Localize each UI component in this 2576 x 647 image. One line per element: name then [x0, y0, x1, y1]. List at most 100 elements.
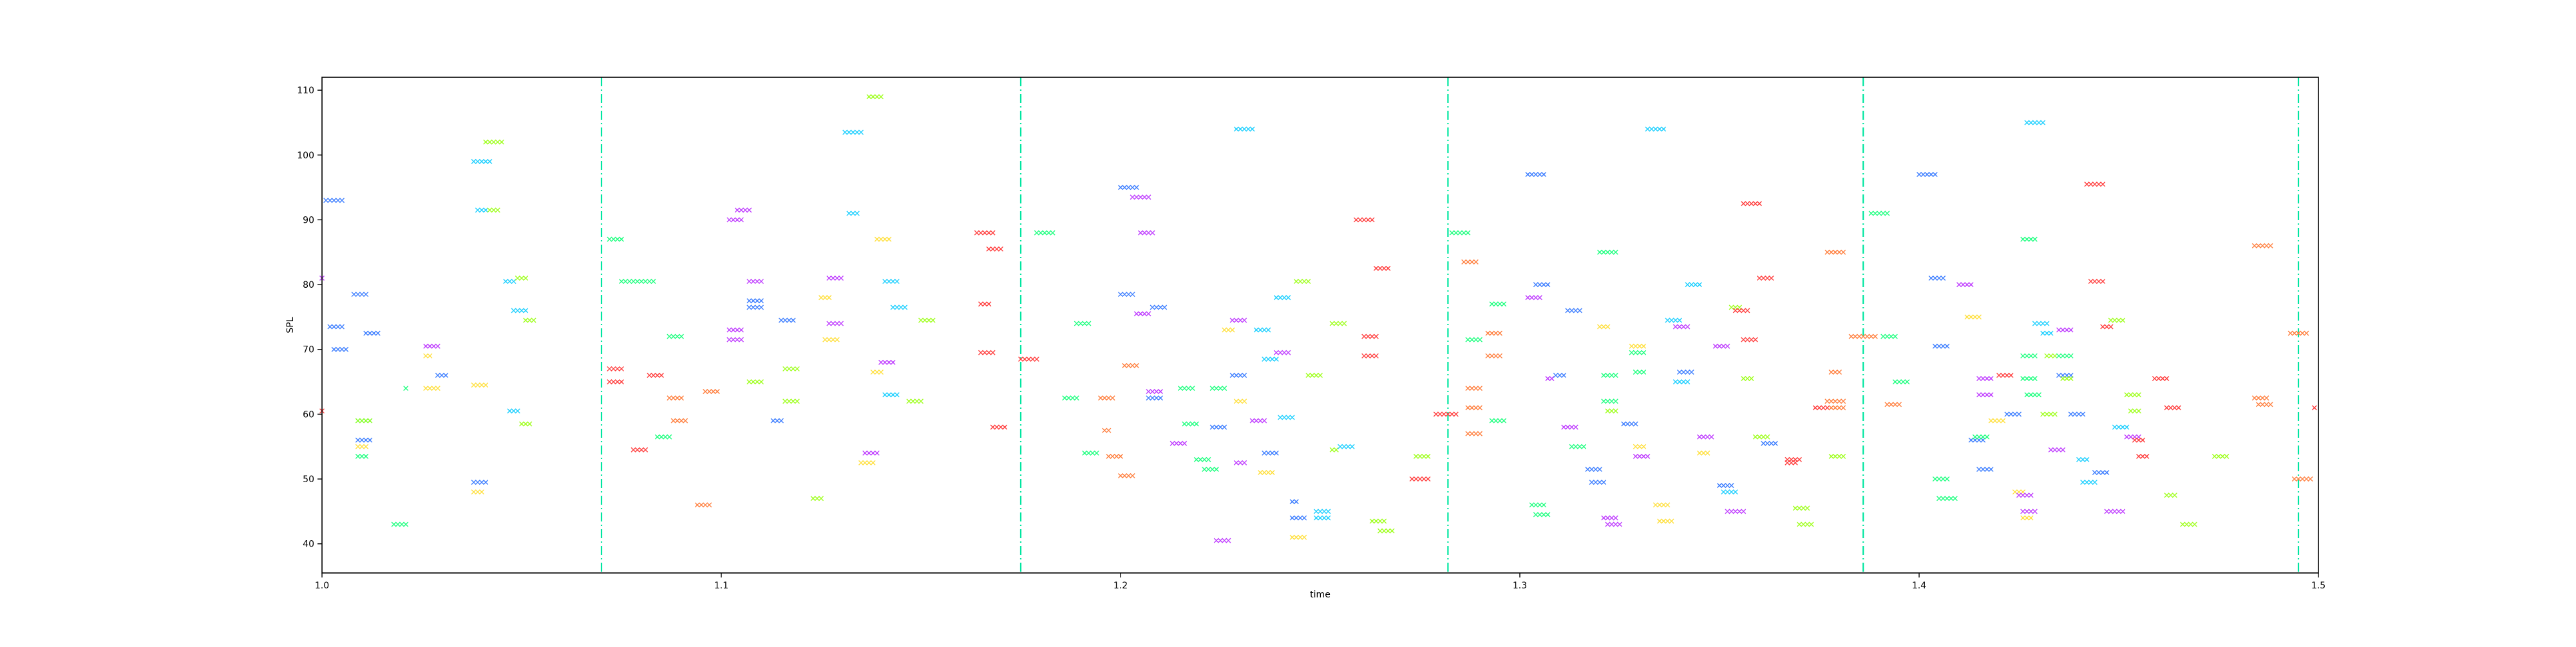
data-point	[2024, 376, 2030, 382]
data-point	[491, 207, 497, 213]
data-point	[2132, 392, 2137, 398]
data-point	[1293, 515, 1299, 521]
data-point	[886, 359, 892, 365]
data-point	[483, 139, 489, 145]
data-point	[1222, 327, 1227, 333]
data-point	[1801, 505, 1806, 511]
data-point	[1222, 538, 1227, 543]
data-point	[639, 447, 644, 453]
data-point	[323, 198, 329, 203]
data-point	[2092, 469, 2098, 475]
data-point	[1233, 373, 1239, 379]
data-point	[1553, 373, 1558, 379]
data-point	[1381, 265, 1387, 271]
data-point	[1086, 450, 1092, 456]
data-point	[838, 276, 844, 281]
data-point	[2032, 321, 2038, 326]
data-point	[1529, 171, 1535, 177]
data-point	[1170, 440, 1175, 446]
data-point	[1142, 194, 1148, 200]
data-point	[1609, 399, 1615, 404]
data-point	[1641, 350, 1647, 355]
data-point	[2040, 411, 2046, 417]
data-point	[1761, 276, 1766, 281]
data-point	[878, 359, 884, 365]
data-point	[1685, 369, 1690, 375]
data-point	[1381, 518, 1387, 524]
data-point	[1928, 171, 1934, 177]
data-point	[2132, 408, 2137, 414]
data-point	[667, 434, 672, 440]
data-point	[746, 207, 752, 213]
data-point	[1233, 460, 1239, 465]
data-point	[1385, 528, 1391, 534]
data-point	[1872, 333, 1878, 339]
data-point	[1593, 480, 1598, 485]
data-point	[343, 346, 349, 352]
data-point	[1146, 194, 1151, 200]
data-point	[1752, 434, 1758, 440]
data-point	[1182, 386, 1188, 391]
data-point	[2152, 376, 2157, 382]
data-point	[2044, 321, 2050, 326]
data-point	[1130, 194, 1135, 200]
data-point	[822, 295, 828, 301]
data-point	[1133, 185, 1139, 191]
data-point	[1253, 418, 1259, 424]
data-point	[1968, 437, 1974, 443]
data-point	[1094, 450, 1099, 456]
data-point	[1832, 405, 1838, 411]
data-point	[1920, 171, 1926, 177]
data-point	[1757, 201, 1762, 207]
data-point	[1469, 405, 1475, 411]
data-point	[1349, 444, 1355, 449]
data-point	[754, 305, 760, 310]
data-point	[1721, 343, 1727, 349]
data-point	[1692, 282, 1698, 288]
data-point	[1812, 405, 1818, 411]
data-point	[2096, 279, 2101, 285]
data-point	[523, 421, 529, 427]
data-point	[1565, 424, 1571, 430]
data-point	[427, 386, 433, 391]
data-point	[1417, 453, 1423, 459]
data-point	[826, 321, 832, 326]
data-point	[1641, 453, 1647, 459]
data-point	[1988, 466, 1994, 472]
data-point	[614, 366, 620, 371]
data-point	[1493, 301, 1499, 307]
data-point	[1848, 333, 1854, 339]
data-point	[2176, 405, 2181, 411]
data-point	[2072, 411, 2078, 417]
data-point	[890, 279, 896, 285]
data-point	[2268, 243, 2273, 248]
data-point	[882, 359, 888, 365]
data-point	[1757, 434, 1762, 440]
data-point	[874, 94, 880, 100]
data-point	[2136, 392, 2141, 398]
data-point	[886, 279, 892, 285]
data-point	[2080, 411, 2086, 417]
data-point	[1569, 424, 1575, 430]
data-point	[2024, 492, 2030, 498]
data-point	[1613, 399, 1618, 404]
data-point	[2024, 120, 2030, 126]
data-point	[1892, 402, 1898, 408]
data-point	[1677, 379, 1682, 385]
data-point	[830, 337, 836, 342]
data-point	[1629, 343, 1634, 349]
data-point	[1541, 502, 1547, 508]
data-point	[475, 480, 480, 485]
data-point	[1937, 276, 1942, 281]
data-point	[2224, 453, 2230, 459]
data-point	[479, 158, 484, 164]
data-point	[1717, 343, 1722, 349]
data-point	[759, 305, 764, 310]
data-point	[1050, 230, 1056, 236]
data-point	[894, 279, 900, 285]
data-point	[1106, 453, 1112, 459]
data-point	[2048, 447, 2054, 453]
data-point	[1485, 353, 1491, 359]
data-point	[2116, 317, 2121, 323]
data-point	[2168, 405, 2174, 411]
